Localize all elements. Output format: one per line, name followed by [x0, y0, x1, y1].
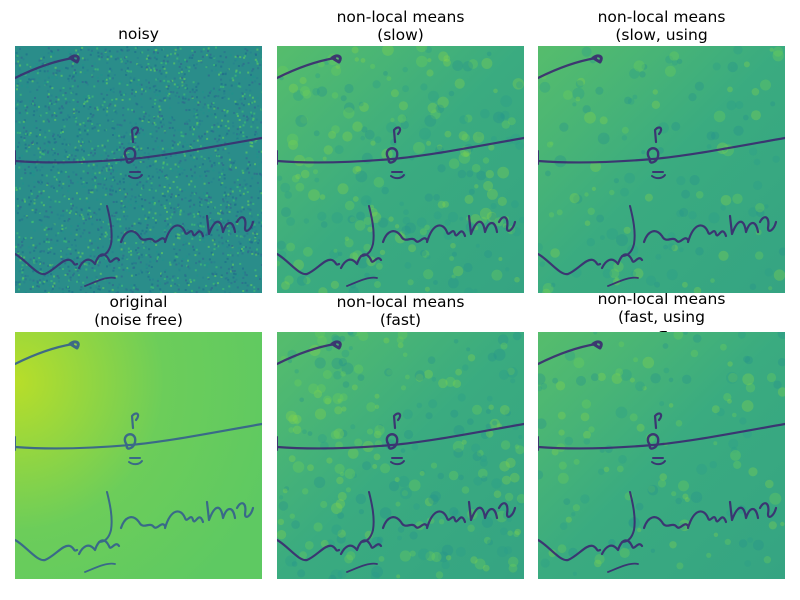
panel-image-nlm_slow_sigma — [538, 46, 785, 293]
handwriting — [15, 54, 262, 287]
panel-background — [277, 332, 524, 579]
title-nlm-fast: non-local means (fast) — [277, 293, 524, 329]
panel-image-original — [15, 332, 262, 579]
title-nlm-slow-sigma-line2-text: (slow, using — [615, 26, 708, 44]
title-nlm-fast-sigma-line2-text: (fast, using — [618, 308, 705, 326]
panel-original — [15, 332, 262, 579]
panel-background — [538, 46, 785, 293]
texture — [15, 46, 262, 293]
panel-image-nlm_fast — [277, 332, 524, 579]
panel-nlm-slow — [277, 46, 524, 293]
handwriting — [538, 340, 785, 573]
panel-background — [538, 332, 785, 579]
panel-background — [277, 46, 524, 293]
title-original: original (noise free) — [15, 293, 262, 329]
panel-image-nlm_slow — [277, 46, 524, 293]
handwriting — [15, 340, 262, 573]
handwriting — [277, 54, 524, 287]
panel-image-noisy — [15, 46, 262, 293]
panel-background — [15, 332, 262, 579]
panel-image-nlm_fast_sigma — [538, 332, 785, 579]
texture — [538, 332, 785, 576]
title-noisy-line1: noisy — [118, 25, 159, 43]
handwriting — [538, 54, 785, 287]
title-original-line2: (noise free) — [94, 311, 183, 329]
handwriting — [277, 340, 524, 573]
panel-nlm-fast — [277, 332, 524, 579]
title-nlm-fast-line2: (fast) — [379, 311, 422, 329]
title-noisy: noisy — [15, 25, 262, 43]
texture — [277, 332, 524, 579]
title-nlm-slow-line2: (slow) — [377, 26, 424, 44]
title-nlm-slow-sigma-line1: non-local means — [597, 8, 726, 26]
title-original-line1: original — [109, 293, 168, 311]
panel-nlm-fast-sigma — [538, 332, 785, 579]
title-nlm-fast-sigma-line1: non-local means — [597, 290, 726, 308]
title-nlm-slow-line1: non-local means — [336, 8, 465, 26]
panel-noisy — [15, 46, 262, 293]
title-nlm-fast-line1: non-local means — [336, 293, 465, 311]
title-nlm-slow: non-local means (slow) — [277, 8, 524, 44]
panel-nlm-slow-sigma — [538, 46, 785, 293]
